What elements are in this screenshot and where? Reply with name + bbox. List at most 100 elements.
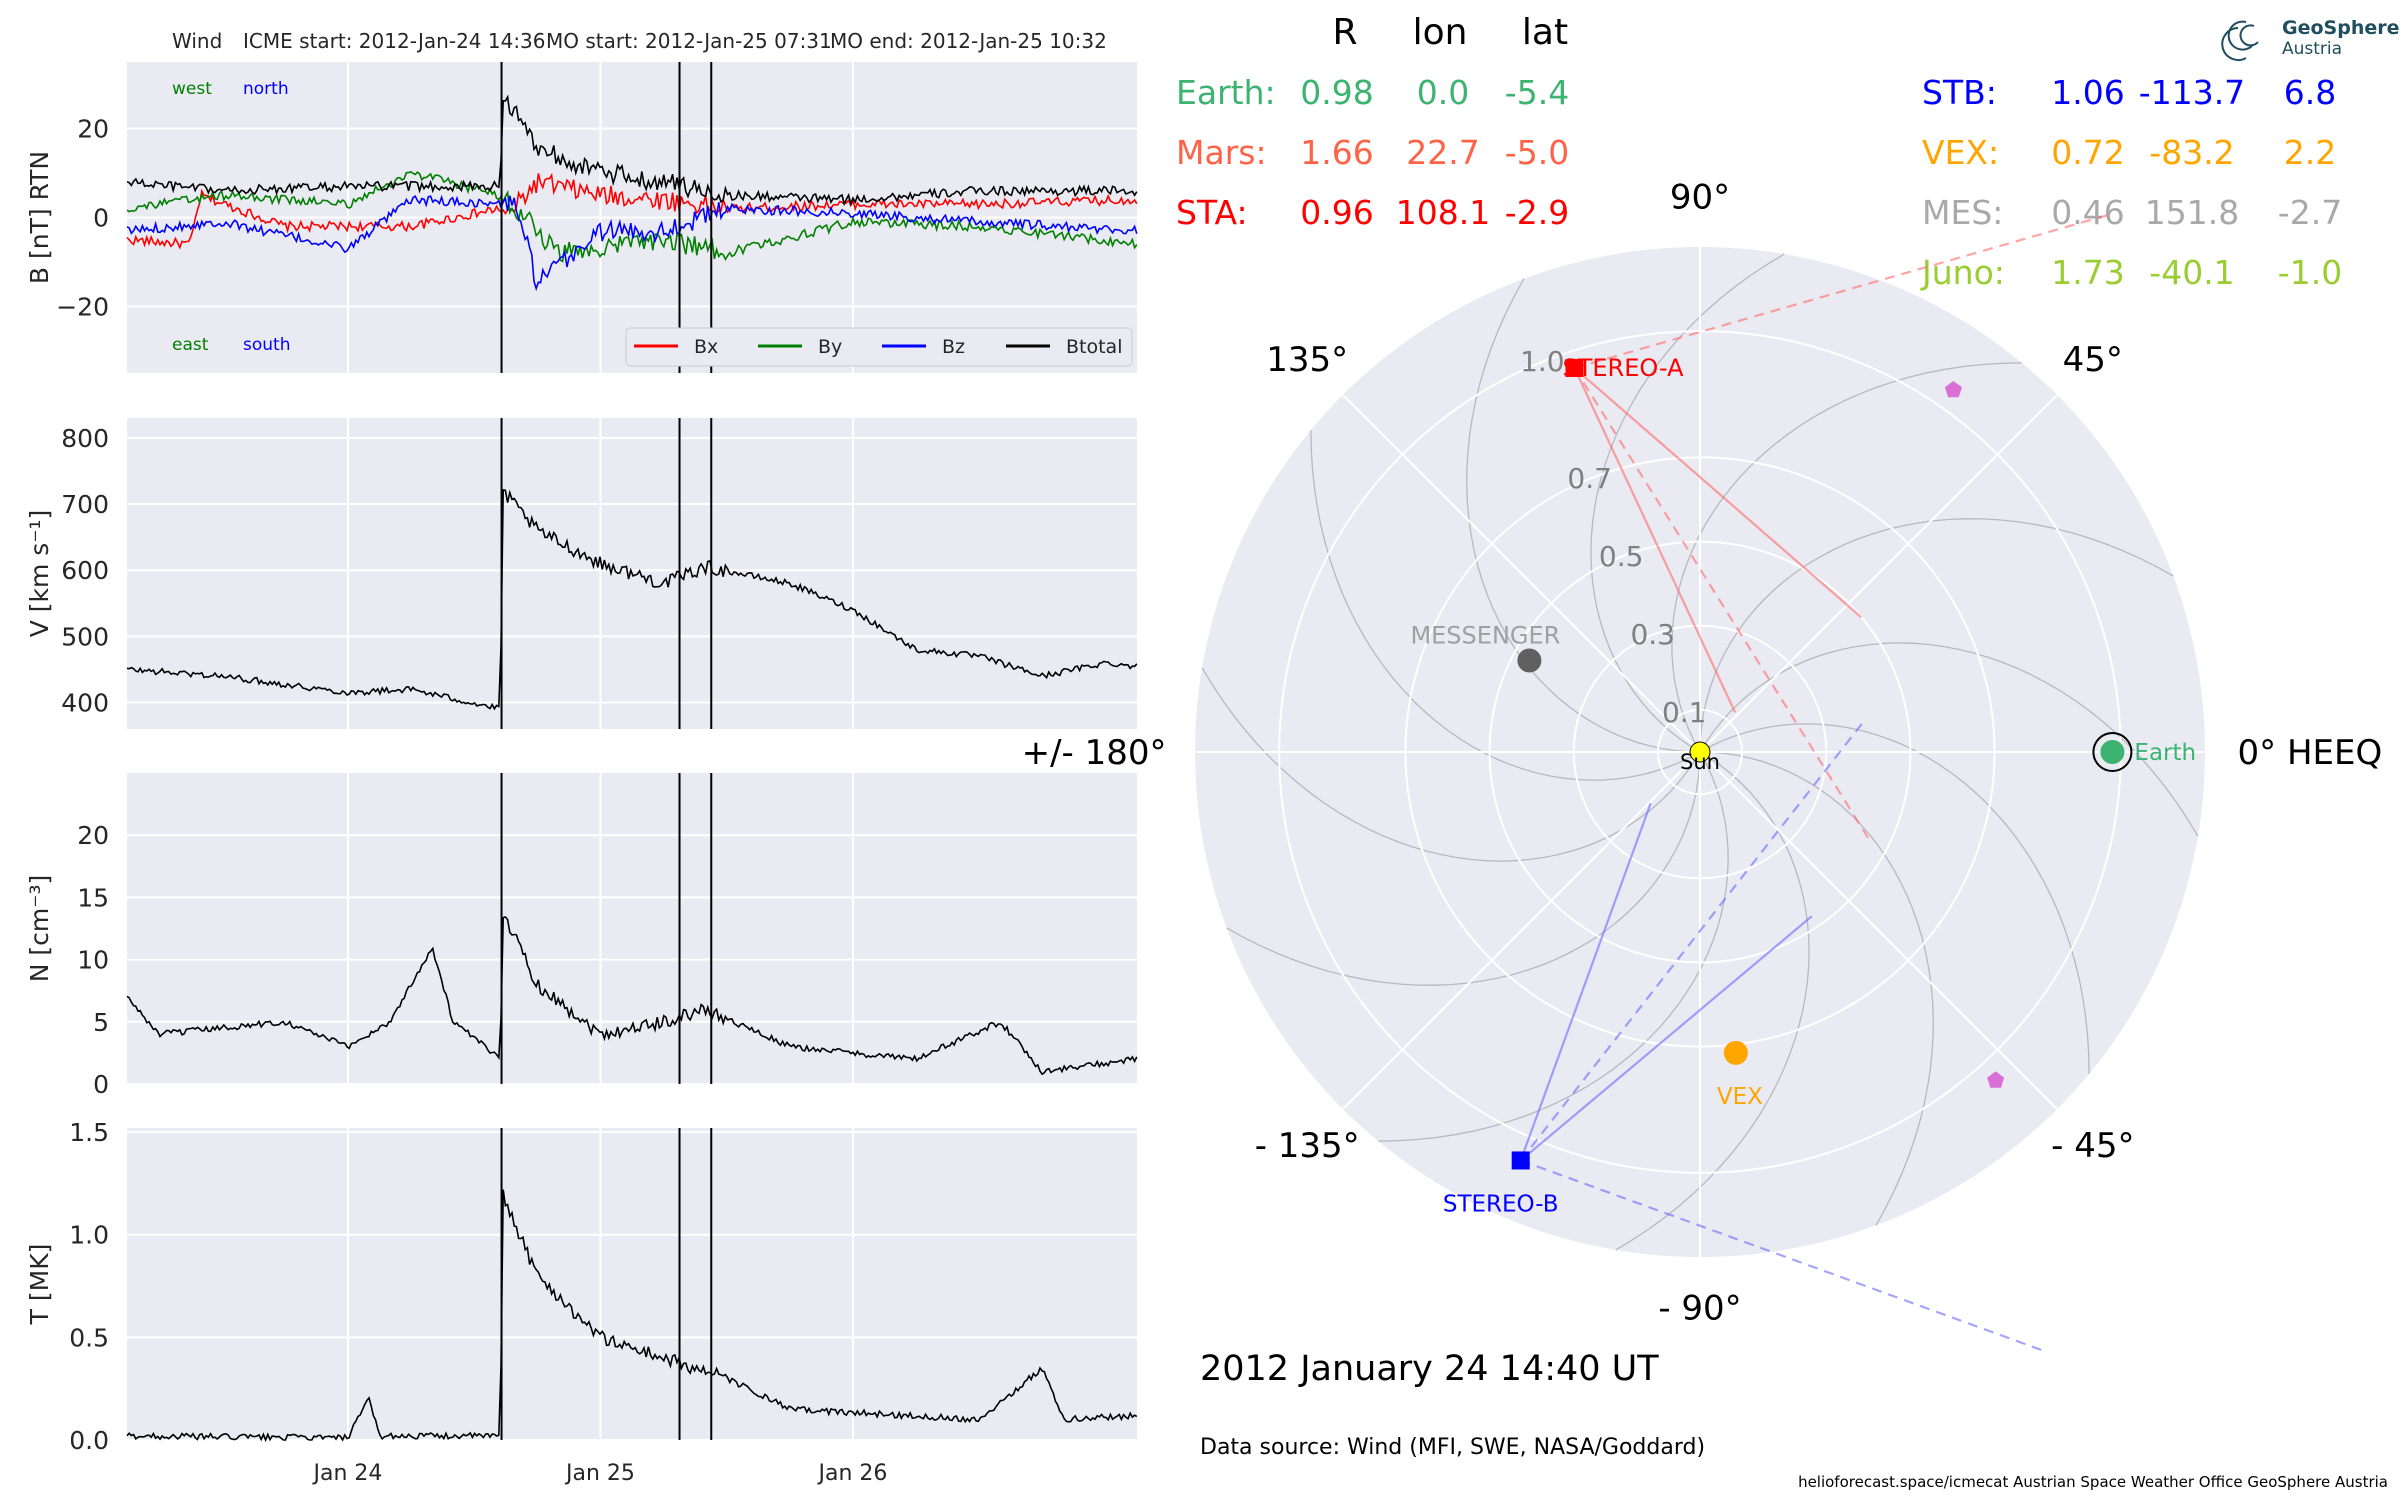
series-line-bx — [126, 172, 1138, 250]
speed-panel: 800 700 600 500 400 V [km s⁻¹] — [25, 418, 1138, 729]
body-lon: 0.0 — [1417, 73, 1469, 112]
fov-line — [1574, 212, 2114, 370]
column-header-r: R — [1332, 12, 1357, 53]
body-lon: -40.1 — [2149, 253, 2234, 292]
body-r: 1.66 — [1300, 133, 1373, 172]
y-tick-label: −20 — [56, 292, 109, 321]
y-axis-label: T [MK] — [25, 1244, 54, 1326]
icme-start-label: ICME start: 2012-Jan-24 14:36 — [243, 29, 546, 53]
mo-end-label: MO end: 2012-Jan-25 10:32 — [830, 29, 1107, 53]
x-tick-label: Jan 25 — [564, 1461, 635, 1486]
temperature-panel: 1.5 1.0 0.5 0.0 T [MK] Jan 24 Jan 25 Jan 26 — [25, 1118, 1138, 1486]
x-tick-label: Jan 24 — [311, 1461, 382, 1486]
west-label: west — [172, 79, 212, 99]
angle-label: +/- 180° — [1022, 733, 1167, 773]
geosphere-logo: GeoSphere Austria — [2221, 17, 2400, 61]
body-lat: 2.2 — [2284, 133, 2336, 172]
angle-label: 0° HEEQ — [2238, 733, 2383, 773]
body-name: MES: — [1922, 193, 2003, 232]
series-line-n — [126, 915, 1138, 1076]
y-tick-label: 10 — [77, 946, 109, 975]
heliosphere-polar-plot: 0.1 0.3 0.5 0.7 1.0 90° 45° 0° HEEQ - 45° - 90° - … — [1022, 178, 2383, 1354]
body-lon: 22.7 — [1406, 133, 1479, 172]
data-source: Data source: Wind (MFI, SWE, NASA/Goddar… — [1200, 1435, 1705, 1460]
radial-tick-label: 0.5 — [1599, 540, 1644, 573]
series-line-v — [126, 488, 1138, 711]
angle-label: - 45° — [2051, 1126, 2134, 1166]
body-label-stereo-b: STEREO-B — [1443, 1191, 1559, 1217]
y-tick-label: 0.5 — [69, 1323, 109, 1352]
y-tick-label: 20 — [77, 821, 109, 850]
body-lon: -83.2 — [2149, 133, 2234, 172]
body-marker-stereo-b — [1511, 1151, 1530, 1170]
plot-background — [127, 773, 1137, 1084]
body-lon: 151.8 — [2145, 193, 2239, 232]
series-line-btotal — [126, 94, 1138, 207]
series-line-bz — [126, 194, 1138, 292]
body-name: Earth: — [1176, 73, 1276, 112]
legend-label-btotal: Btotal — [1066, 336, 1122, 358]
angular-gridline — [1699, 394, 2058, 753]
y-tick-label: 1.5 — [69, 1118, 109, 1147]
y-tick-label: 1.0 — [69, 1221, 109, 1250]
fov-line — [1573, 367, 1873, 844]
y-axis-label: B [nT] RTN — [25, 151, 54, 284]
mo-start-label: MO start: 2012-Jan-25 07:31 — [546, 29, 832, 53]
body-name: STA: — [1176, 193, 1248, 232]
body-label-vex: VEX — [1717, 1084, 1763, 1110]
spacecraft-label: Wind — [172, 29, 222, 53]
legend-label-by: By — [818, 336, 842, 358]
series-line-by — [126, 171, 1138, 263]
legend-label-bz: Bz — [942, 336, 965, 358]
angle-label: 135° — [1266, 340, 1348, 380]
legend: Bx By Bz Btotal — [625, 327, 1133, 367]
body-label-sun: Sun — [1680, 750, 1720, 774]
earth-ring — [2092, 732, 2133, 772]
radial-tick-label: 0.7 — [1567, 462, 1612, 495]
series-line-t — [126, 1189, 1138, 1443]
y-tick-label: 0 — [93, 1070, 109, 1099]
body-lat: -5.4 — [1505, 73, 1569, 112]
y-tick-label: 15 — [77, 883, 109, 912]
y-tick-label: 800 — [61, 424, 109, 453]
x-tick-label: Jan 26 — [816, 1461, 887, 1486]
legend-frame — [625, 327, 1133, 367]
logo-line1: GeoSphere — [2282, 17, 2400, 39]
y-tick-label: 400 — [61, 689, 109, 718]
body-r: 1.73 — [2051, 253, 2124, 292]
north-label: north — [243, 79, 289, 99]
body-lon: 108.1 — [1396, 193, 1490, 232]
footer-credits: helioforecast.space/icmecat Austrian Spa… — [1798, 1473, 2388, 1491]
logo-line2: Austria — [2282, 39, 2342, 59]
body-r: 1.06 — [2051, 73, 2124, 112]
y-tick-label: 500 — [61, 622, 109, 651]
body-label-messenger: MESSENGER — [1410, 622, 1560, 650]
legend-label-bx: Bx — [694, 336, 718, 358]
radial-tick-label: 0.3 — [1630, 618, 1675, 651]
body-name: Mars: — [1176, 133, 1267, 172]
body-marker-earth — [2100, 740, 2125, 764]
body-marker-messenger — [1517, 648, 1542, 673]
body-label-stereo-a: STEREO-A — [1562, 354, 1684, 382]
fov-line — [1520, 1159, 2048, 1354]
body-lat: -1.0 — [2278, 253, 2342, 292]
y-tick-label: 0 — [93, 204, 109, 233]
body-lat: -2.9 — [1505, 193, 1569, 232]
angular-gridline — [1342, 394, 1701, 753]
fov-line — [1519, 915, 1813, 1162]
y-axis-label: N [cm⁻³] — [25, 875, 54, 982]
body-r: 0.72 — [2051, 133, 2124, 172]
angular-gridline — [1342, 751, 1701, 1110]
angle-label: - 90° — [1658, 1289, 1741, 1329]
angle-label: 90° — [1670, 178, 1730, 218]
body-lat: 6.8 — [2284, 73, 2336, 112]
magnetic-field-panel: 20 0 −20B [nT] RTN west north east south Bx By Bz… — [25, 62, 1138, 373]
y-tick-label: 0.0 — [69, 1426, 109, 1455]
body-marker-vex — [1723, 1040, 1748, 1065]
column-header-lon: lon — [1413, 12, 1468, 53]
body-lon: -113.7 — [2139, 73, 2245, 112]
body-r: 0.96 — [1300, 193, 1373, 232]
body-label-earth: Earth — [2134, 740, 2196, 766]
y-tick-label: 700 — [61, 490, 109, 519]
